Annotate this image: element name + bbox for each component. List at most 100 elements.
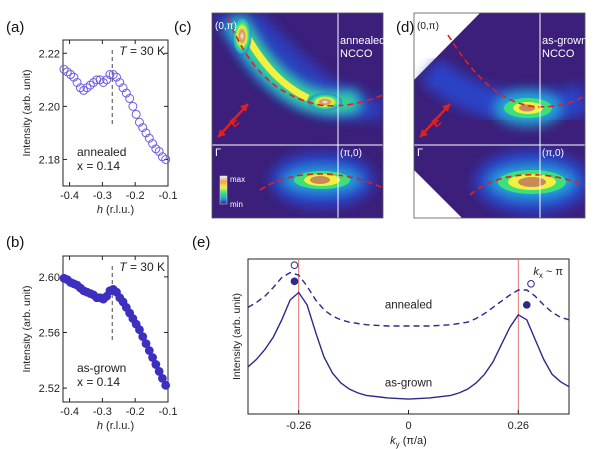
sample-annotation: as-grown: [77, 361, 126, 375]
label-d-sample: as-grown: [542, 35, 587, 47]
data-point: [148, 353, 157, 362]
panel-label-b: (b): [6, 234, 24, 251]
y-tick-label: 2.22: [39, 48, 60, 60]
x-tick-label: -0.26: [286, 420, 311, 432]
data-point: [89, 77, 99, 87]
data-point: [144, 133, 154, 143]
x-tick-label: -0.4: [60, 190, 79, 202]
panel-label-d: (d): [396, 19, 414, 36]
x-tick-label: -0.1: [159, 406, 178, 418]
colorbar: [219, 175, 228, 205]
colorbar-max-label: max: [230, 175, 245, 184]
x-tick-label: -0.2: [126, 406, 145, 418]
data-point: [85, 80, 95, 90]
data-point: [59, 64, 69, 74]
x-axis-label: h (r.l.u.): [97, 204, 134, 216]
peak-marker: [290, 261, 299, 270]
x-tick-label: -0.3: [93, 406, 112, 418]
x-tick-label: -0.1: [159, 190, 178, 202]
data-point: [157, 152, 167, 162]
y-axis-label: Intensity (arb. unit): [231, 293, 243, 380]
data-point: [151, 144, 161, 154]
data-point: [161, 380, 171, 390]
peak-marker: [290, 277, 299, 286]
panel-label-c: (c): [174, 19, 192, 36]
data-point: [128, 101, 138, 111]
data-point: [66, 70, 76, 80]
x-tick-label: 0.26: [508, 420, 529, 432]
x-tick-label: -0.3: [93, 190, 112, 202]
series-line-as-grown: [247, 291, 570, 400]
data-point: [111, 72, 121, 82]
sample-annotation: annealed: [77, 145, 126, 159]
data-point: [141, 128, 151, 138]
y-tick-label: 2.60: [39, 272, 60, 284]
series-label: annealed: [385, 300, 432, 312]
data-point: [125, 93, 135, 103]
peak-marker: [522, 301, 531, 309]
temperature-label: T = 30 K: [119, 260, 165, 274]
series-line-annealed: [247, 271, 570, 327]
data-point: [118, 83, 128, 93]
x-axis-label: h (r.l.u.): [97, 420, 134, 432]
data-point: [144, 346, 154, 355]
x-tick-label: -0.4: [60, 406, 79, 418]
data-point: [62, 67, 72, 77]
data-point: [151, 360, 161, 369]
x-tick-label: -0.2: [126, 190, 145, 202]
plot-frame: [62, 39, 169, 187]
panel-c-heatmap: (0,π) annealed NCCO Γ (π,0) E max min: [211, 12, 385, 219]
panel-label-a: (a): [6, 19, 24, 36]
data-point: [102, 75, 112, 85]
data-point: [154, 367, 164, 376]
data-point: [138, 123, 148, 133]
data-point: [115, 77, 125, 87]
data-point: [92, 75, 102, 85]
label-c-pi0: (π,0): [340, 148, 362, 159]
y-tick-label: 2.20: [39, 101, 60, 113]
data-point: [72, 77, 82, 87]
y-tick-label: 2.56: [39, 327, 60, 339]
corner-label: kx ~ π: [533, 266, 563, 280]
data-point: [108, 70, 118, 80]
data-point: [121, 88, 131, 98]
series-label: as-grown: [385, 378, 432, 390]
panel-e-line-chart: -0.26 0 0.26 ky (π/a) Intensity (arb. unit) k…: [231, 258, 570, 449]
plot-frame: [62, 255, 169, 403]
data-point: [141, 339, 151, 349]
panel-label-e: (e): [192, 234, 210, 251]
label-c-sample: annealed: [340, 35, 385, 47]
x-tick-label: 0: [405, 420, 411, 432]
polarization-arrow-c: [217, 103, 249, 138]
label-d-pi0: (π,0): [542, 148, 564, 159]
x-axis-label: ky (π/a): [390, 435, 427, 449]
data-point: [135, 325, 144, 335]
data-point: [148, 139, 158, 149]
data-point: [69, 72, 79, 82]
data-point: [98, 77, 108, 87]
data-point: [75, 83, 85, 93]
data-point: [82, 83, 92, 93]
peak-marker: [527, 280, 535, 288]
data-point: [138, 332, 148, 342]
label-d-compound: NCCO: [542, 48, 575, 60]
polarization-arrow-d: [419, 103, 451, 138]
data-point: [154, 146, 164, 156]
panel-a-scatter: -0.4 -0.3 -0.2 -0.1 2.18 2.20 2.22 h (r.l.u.) In…: [21, 39, 178, 216]
temperature-label: T = 30 K: [119, 44, 165, 58]
label-d-0pi: (0,π): [417, 21, 439, 32]
y-axis-label: Intensity (arb. unit): [21, 286, 33, 373]
data-point: [95, 75, 105, 85]
panel-d-heatmap: (0,π) as-grown NCCO Γ (π,0) E: [413, 12, 587, 219]
y-tick-label: 2.52: [39, 383, 60, 395]
label-c-compound: NCCO: [340, 48, 373, 60]
colorbar-min-label: min: [230, 200, 243, 209]
data-point: [105, 70, 115, 80]
sample-annotation: x = 0.14: [77, 375, 120, 389]
data-point: [131, 109, 141, 119]
data-point: [79, 85, 89, 95]
data-point: [158, 373, 167, 383]
panel-b-scatter: -0.4 -0.3 -0.2 -0.1 2.52 2.56 2.60 h (r.l.u.) In…: [21, 255, 178, 432]
label-c-gamma: Γ: [215, 147, 221, 159]
data-point: [161, 154, 171, 164]
